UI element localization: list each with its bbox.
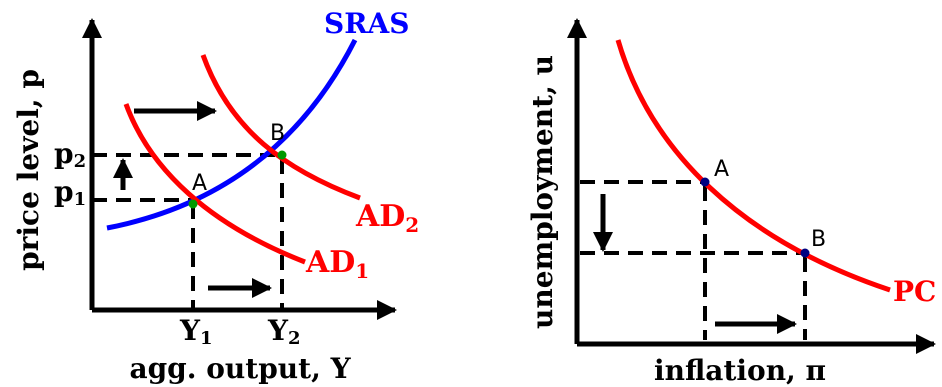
y2-tick-sub: 2: [288, 328, 301, 349]
left-x-axis-title: agg. output, Y: [129, 352, 351, 385]
right-x-axis-title: inflation, π: [654, 354, 826, 387]
p2-tick-label: p2: [54, 137, 86, 172]
y1-tick-sub: 1: [200, 328, 213, 349]
y1-tick-main: Y: [179, 314, 201, 347]
sras-label: SRAS: [324, 7, 409, 40]
right-guide-lines: [580, 182, 805, 340]
p2-tick-sub: 2: [74, 151, 87, 172]
y2-tick-main: Y: [267, 314, 289, 347]
left-point-b-label: B: [270, 121, 285, 146]
left-diagram: A B SRAS AD2 AD1 p2 p1 Y1 Y2 agg. output…: [12, 7, 419, 385]
ad1-label: AD1: [305, 245, 369, 283]
p1-tick-main: p: [54, 175, 74, 208]
p2-tick-main: p: [54, 137, 74, 170]
right-point-a-label: A: [714, 157, 729, 182]
right-point-b: [801, 249, 810, 258]
ad1-label-main: AD: [305, 245, 355, 280]
ad2-label: AD2: [355, 199, 419, 237]
left-point-a-label: A: [192, 171, 207, 196]
ad2-label-sub: 2: [405, 213, 419, 237]
left-point-b: [278, 151, 287, 160]
y2-tick-label: Y2: [267, 314, 301, 349]
right-point-b-label: B: [811, 227, 826, 252]
left-y-axis-title: price level, p: [12, 69, 45, 271]
right-point-a: [701, 178, 710, 187]
left-point-a: [189, 200, 198, 209]
p1-tick-sub: 1: [74, 189, 87, 210]
ad1-label-sub: 1: [355, 259, 369, 283]
pc-label: PC: [893, 275, 936, 308]
ad2-label-main: AD: [355, 199, 405, 234]
p1-tick-label: p1: [54, 175, 86, 210]
right-y-axis-title: unemployment, u: [526, 55, 559, 329]
right-diagram: A B PC inflation, π unemployment, u: [526, 20, 936, 387]
y1-tick-label: Y1: [179, 314, 213, 349]
